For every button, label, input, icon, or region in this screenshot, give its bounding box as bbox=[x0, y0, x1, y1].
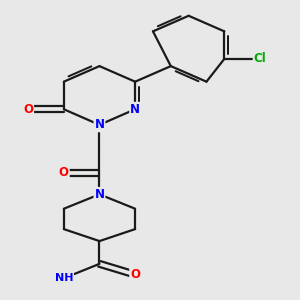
Text: N: N bbox=[130, 103, 140, 116]
Text: O: O bbox=[23, 103, 33, 116]
Text: O: O bbox=[130, 268, 140, 281]
Text: Cl: Cl bbox=[254, 52, 266, 65]
Text: NH: NH bbox=[55, 273, 73, 283]
Text: N: N bbox=[94, 188, 104, 201]
Text: O: O bbox=[59, 166, 69, 179]
Text: N: N bbox=[94, 118, 104, 131]
